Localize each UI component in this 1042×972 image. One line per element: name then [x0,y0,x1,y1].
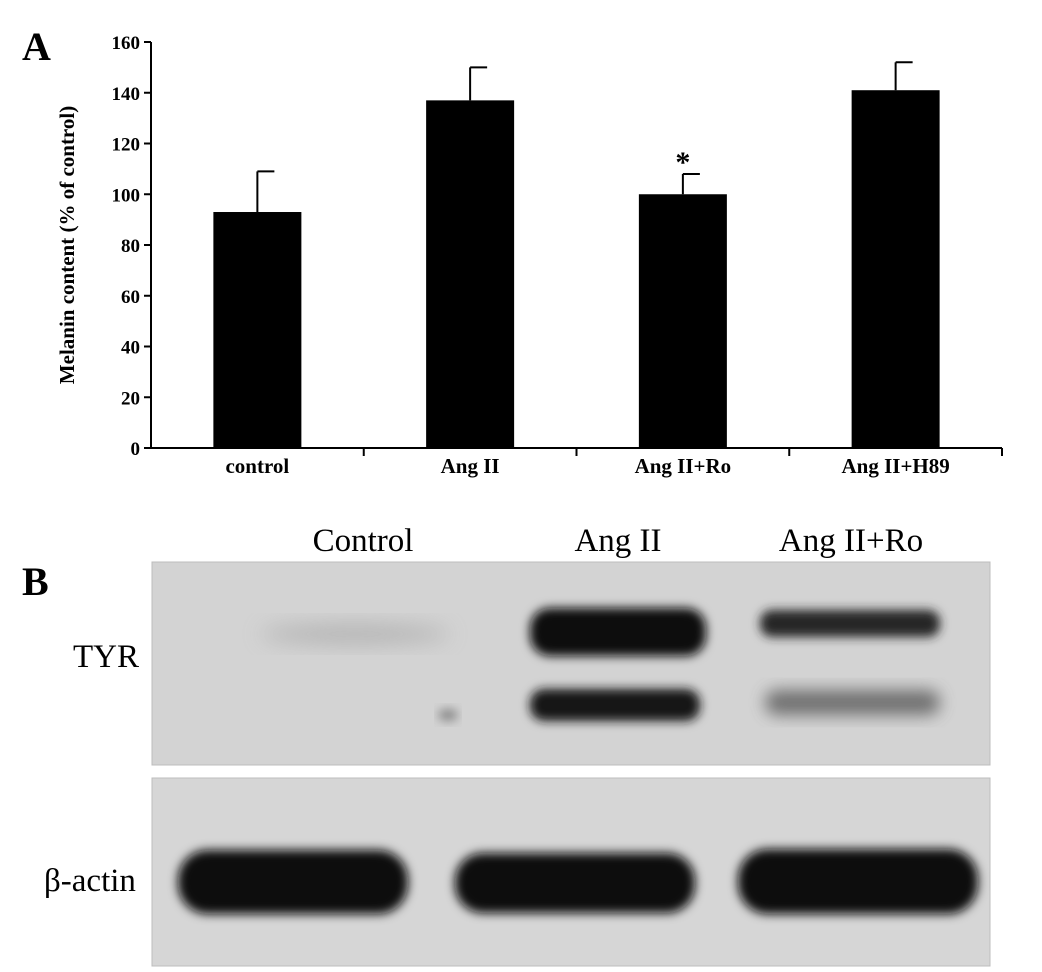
y-axis-title: Melanin content (% of control) [55,106,79,384]
y-tick-label: 160 [112,33,141,54]
y-tick-label: 80 [121,236,140,257]
plot-area: 0 20 40 60 80 100 120 140 160 control Ang II Ang I… [112,33,1003,478]
tyr-blot [151,561,991,766]
bar [851,90,940,449]
bar [638,194,727,448]
bars [213,90,940,449]
lane-label-ang-ii: Ang II [574,523,661,559]
actin-band-control [178,850,408,914]
row-label-beta-actin: β-actin [44,863,136,899]
bar [426,100,515,449]
category-label: control [225,454,289,478]
y-tick-label: 60 [121,287,140,308]
lane-label-ang-ii-ro: Ang II+Ro [779,523,923,559]
beta-actin-blot [151,777,991,967]
actin-band-ang-ii [455,853,695,913]
category-label: Ang II+H89 [842,454,950,478]
tyr-band-ang-ii-lower [530,689,700,721]
x-ticks [362,448,1003,456]
actin-band-ang-ii-ro [738,849,978,914]
y-ticks: 0 20 40 60 80 100 120 140 160 [112,33,151,460]
y-tick-label: 40 [121,338,140,359]
lane-label-control: Control [313,523,414,559]
tyr-membrane [151,561,991,766]
bar [213,212,302,448]
panel-a-label: A [22,24,51,69]
panel-b-label: B [22,559,49,604]
y-tick-label: 140 [112,84,141,105]
y-tick-label: 120 [112,135,141,156]
y-tick-label: 100 [112,185,141,206]
significance-marks: * [675,146,690,179]
tyr-band-ang-ii-upper [530,608,706,656]
tyr-band-ang-ii-ro-upper [760,610,940,637]
significance-mark: * [675,146,690,179]
y-tick-label: 20 [121,388,140,409]
tyr-band-control-spot [438,709,458,721]
row-label-tyr: TYR [73,639,139,675]
category-label: Ang II [441,454,500,478]
category-label: Ang II+Ro [635,454,732,478]
tyr-band-ang-ii-ro-lower [765,690,940,715]
tyr-band-control-faint [260,626,450,642]
y-tick-label: 0 [131,439,141,460]
error-bars [256,61,913,213]
category-labels: control Ang II Ang II+Ro Ang II+H89 [225,454,949,478]
